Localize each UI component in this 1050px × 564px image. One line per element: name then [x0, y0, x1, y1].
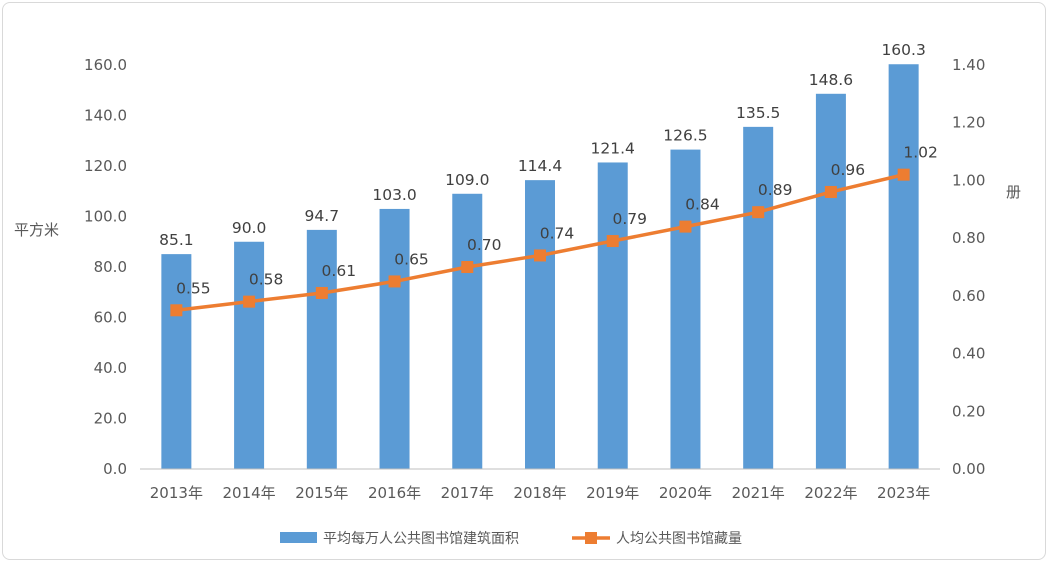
line-series-markers — [170, 168, 910, 317]
bar-label-2020年: 126.5 — [663, 127, 707, 145]
left-axis-title: 平方米 — [14, 221, 59, 239]
bar-2021年 — [743, 126, 774, 470]
bar-data-labels: 85.1 90.0 94.7 103.0 109.0 114.4 121.4 126.5 135… — [159, 41, 926, 249]
legend: 平均每万人公共图书馆建筑面积 人均公共图书馆藏量 — [280, 531, 742, 547]
bar-label-2015年: 94.7 — [305, 207, 340, 225]
right-y-tick-1.00: 1.00 — [952, 171, 985, 189]
bar-2013年 — [161, 254, 192, 469]
bar-2019年 — [597, 162, 628, 469]
right-y-tick-labels: 0.00 0.20 0.40 0.60 0.80 1.00 1.20 1.40 — [952, 56, 985, 478]
x-tick-2014年: 2014年 — [222, 484, 275, 502]
line-marker-2017年 — [461, 261, 474, 273]
line-label-2023年: 1.02 — [903, 144, 938, 162]
bar-label-2017年: 109.0 — [445, 171, 489, 189]
bar-2015年 — [306, 229, 337, 469]
x-tick-2020年: 2020年 — [659, 484, 712, 502]
line-marker-2015年 — [315, 286, 328, 299]
left-y-tick-0.0: 0.0 — [103, 460, 127, 478]
bar-label-2016年: 103.0 — [372, 186, 416, 204]
line-marker-2013年 — [170, 304, 183, 317]
line-data-labels: 0.55 0.58 0.61 0.65 0.70 0.74 0.79 0.84 0.89 0.96… — [176, 144, 938, 298]
bar-2014年 — [234, 241, 265, 469]
bar-label-2021年: 135.5 — [736, 104, 780, 122]
line-marker-2020年 — [679, 220, 692, 233]
line-marker-2023年 — [897, 168, 910, 181]
left-y-tick-labels: 0.0 20.0 40.0 60.0 80.0 100.0 120.0 140.0 160.0 — [84, 56, 127, 478]
legend-line-marker — [585, 532, 597, 544]
line-marker-2022年 — [824, 185, 837, 198]
left-y-tick-60.0: 60.0 — [94, 309, 127, 327]
left-y-tick-20.0: 20.0 — [94, 410, 127, 428]
left-y-tick-120.0: 120.0 — [84, 157, 127, 175]
line-label-2019年: 0.79 — [612, 210, 647, 228]
x-tick-2015年: 2015年 — [295, 484, 348, 502]
bar-2017年 — [452, 193, 483, 469]
bar-2023年 — [888, 64, 919, 470]
left-y-tick-140.0: 140.0 — [84, 107, 127, 125]
line-label-2017年: 0.70 — [467, 236, 502, 254]
x-tick-2017年: 2017年 — [441, 484, 494, 502]
right-y-tick-1.40: 1.40 — [952, 56, 985, 74]
right-axis-title: 册 — [1006, 183, 1021, 201]
bar-2020年 — [670, 149, 701, 469]
bar-2018年 — [525, 180, 555, 469]
right-y-tick-1.20: 1.20 — [952, 114, 985, 132]
x-tick-2019年: 2019年 — [586, 484, 639, 502]
line-marker-2021年 — [752, 206, 765, 219]
x-tick-2016年: 2016年 — [368, 484, 421, 502]
bar-label-2014年: 90.0 — [232, 219, 267, 237]
legend-bar-swatch — [280, 532, 317, 543]
left-y-tick-160.0: 160.0 — [84, 56, 127, 74]
line-marker-2019年 — [606, 235, 619, 248]
line-marker-2014年 — [243, 295, 256, 308]
legend-line-label: 人均公共图书馆藏量 — [616, 531, 742, 547]
bar-label-2022年: 148.6 — [809, 71, 853, 89]
right-y-tick-0.00: 0.00 — [952, 460, 985, 478]
left-y-tick-40.0: 40.0 — [94, 359, 127, 377]
line-label-2020年: 0.84 — [685, 196, 720, 214]
bar-2016年 — [379, 208, 410, 470]
bar-label-2018年: 114.4 — [518, 157, 562, 175]
x-tick-2022年: 2022年 — [804, 484, 857, 502]
bar-label-2023年: 160.3 — [881, 41, 925, 59]
line-marker-2018年 — [534, 249, 546, 262]
line-label-2018年: 0.74 — [540, 224, 575, 242]
x-tick-2023年: 2023年 — [877, 484, 930, 502]
line-label-2015年: 0.61 — [322, 262, 357, 280]
bar-label-2013年: 85.1 — [159, 231, 194, 249]
x-tick-2013年: 2013年 — [150, 484, 203, 502]
line-label-2021年: 0.89 — [758, 181, 793, 199]
right-y-tick-0.40: 0.40 — [952, 345, 985, 363]
bar-2022年 — [815, 93, 846, 469]
x-tick-2018年: 2018年 — [513, 484, 566, 502]
right-y-tick-0.20: 0.20 — [952, 402, 985, 420]
line-marker-2016年 — [388, 275, 401, 288]
bar-series — [161, 64, 919, 470]
right-y-tick-0.60: 0.60 — [952, 287, 985, 305]
x-tick-2021年: 2021年 — [732, 484, 785, 502]
right-y-tick-0.80: 0.80 — [952, 229, 985, 247]
bar-label-2019年: 121.4 — [591, 139, 635, 157]
left-y-tick-100.0: 100.0 — [84, 208, 127, 226]
line-label-2016年: 0.65 — [394, 250, 429, 268]
legend-bar-label: 平均每万人公共图书馆建筑面积 — [323, 531, 519, 547]
left-y-tick-80.0: 80.0 — [94, 258, 127, 276]
line-label-2014年: 0.58 — [249, 271, 284, 289]
line-label-2022年: 0.96 — [831, 161, 866, 179]
x-tick-labels: 2013年 2014年 2015年 2016年 2017年 2018年 2019年 2020年… — [150, 484, 930, 502]
line-label-2013年: 0.55 — [176, 279, 211, 297]
